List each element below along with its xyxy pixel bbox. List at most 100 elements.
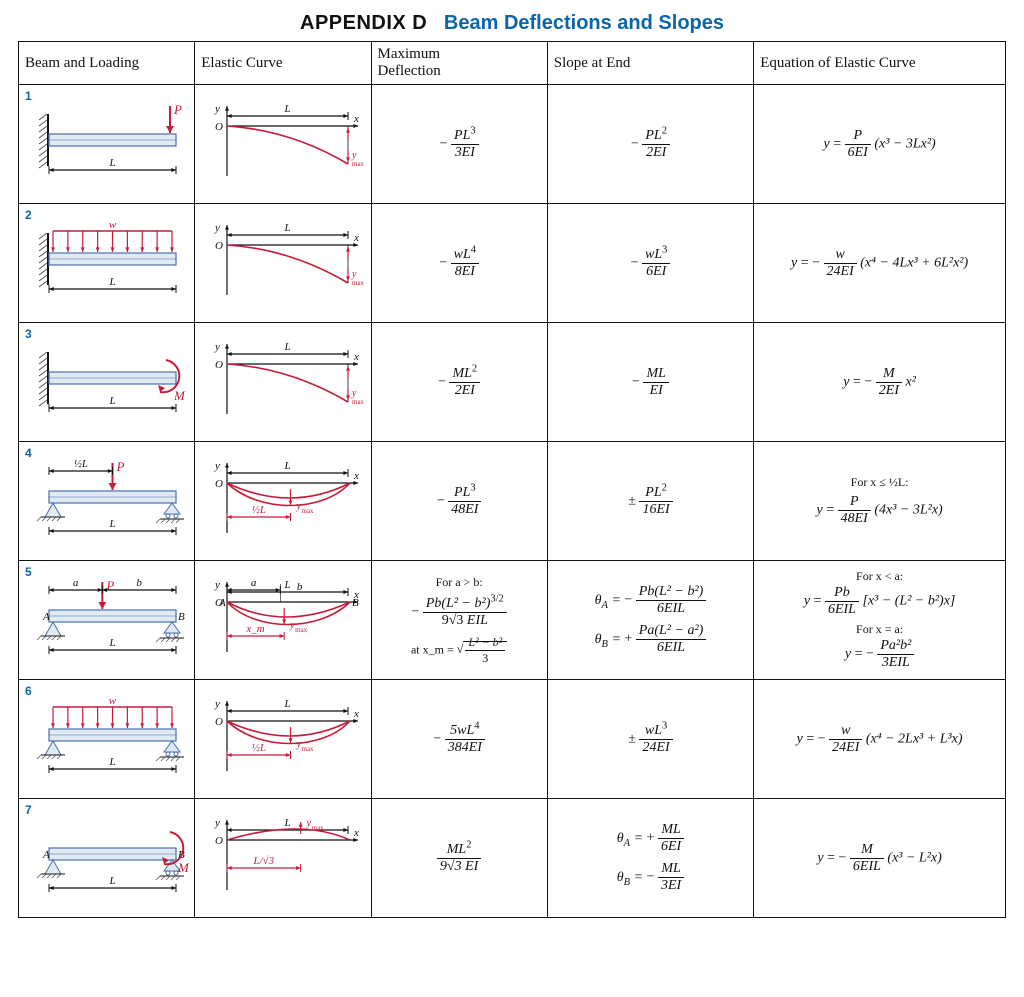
svg-text:b: b [136,577,142,589]
svg-text:O: O [215,121,223,133]
max-deflection: − 5wL4384EI [371,680,547,799]
svg-text:B: B [178,611,185,623]
elastic-curve-diagram: yxOL½Lymax [195,680,371,799]
table-row: 3MLyxOLymax− ML22EI− MLEIy = − M2EI x² [19,323,1006,442]
svg-text:M: M [173,388,186,403]
beam-deflection-table: Beam and Loading Elastic Curve Maximum D… [18,41,1006,918]
svg-text:max: max [312,824,325,832]
elastic-curve-diagram: yxOLymax [195,323,371,442]
page-title: APPENDIX D Beam Deflections and Slopes [18,12,1006,35]
svg-text:L: L [284,579,291,591]
svg-text:P: P [116,459,125,474]
svg-text:x: x [353,232,359,244]
slope-at-end: − MLEI [547,323,753,442]
beam-loading-diagram: 6wL [19,680,195,799]
svg-text:O: O [215,835,223,847]
elastic-curve-diagram: yxOLymax [195,204,371,323]
max-deflection: ML29√3 EI [371,799,547,918]
svg-text:L: L [108,157,115,169]
elastic-equation: y = − w24EI (x⁴ − 4Lx³ + 6L²x²) [754,204,1006,323]
elastic-equation: y = − M6EIL (x³ − L²x) [754,799,1006,918]
beam-loading-diagram: 1PL [19,85,195,204]
svg-text:L: L [284,460,291,472]
svg-text:x: x [353,113,359,125]
svg-text:O: O [215,478,223,490]
elastic-curve-diagram: yxOLL/√3ymax [195,799,371,918]
svg-text:L: L [284,341,291,353]
svg-text:P: P [173,102,182,117]
svg-text:max: max [302,507,315,515]
svg-text:L: L [108,637,115,649]
subject-label: Beam Deflections and Slopes [444,12,724,34]
col-elastic-curve: Elastic Curve [195,42,371,85]
svg-text:max: max [352,398,365,406]
elastic-curve-diagram: yxOL½Lymax [195,442,371,561]
svg-text:b: b [297,581,303,593]
svg-text:y: y [214,817,220,829]
elastic-equation: y = P6EI (x³ − 3Lx²) [754,85,1006,204]
max-deflection: For a > b:− Pb(L² − b²)3/29√3 EILat x_m … [371,561,547,680]
max-deflection: − PL33EI [371,85,547,204]
svg-text:y: y [214,222,220,234]
svg-text:x: x [353,708,359,720]
svg-text:L: L [108,276,115,288]
svg-text:L: L [284,817,291,829]
beam-loading-diagram: 4P½LL [19,442,195,561]
svg-text:y: y [214,341,220,353]
col-equation: Equation of Elastic Curve [754,42,1006,85]
beam-loading-diagram: 2wL [19,204,195,323]
table-row: 5ABPabLyxOLABabx_mymaxFor a > b:− Pb(L² … [19,561,1006,680]
beam-loading-diagram: 3ML [19,323,195,442]
svg-text:L: L [284,222,291,234]
max-deflection: − PL348EI [371,442,547,561]
svg-text:L: L [108,518,115,530]
svg-text:x: x [353,470,359,482]
slope-at-end: − wL36EI [547,204,753,323]
svg-text:a: a [73,577,79,589]
svg-text:max: max [352,160,365,168]
svg-text:y: y [214,460,220,472]
svg-text:L: L [108,875,115,887]
svg-text:M: M [177,860,190,875]
svg-text:O: O [215,359,223,371]
svg-text:½L: ½L [252,742,266,754]
slope-at-end: θA = − Pb(L² − b²)6EILθB = + Pa(L² − a²)… [547,561,753,680]
svg-text:max: max [302,745,315,753]
svg-text:L: L [108,395,115,407]
max-deflection: − ML22EI [371,323,547,442]
slope-at-end: ± PL216EI [547,442,753,561]
elastic-equation: y = − w24EI (x⁴ − 2Lx³ + L³x) [754,680,1006,799]
svg-text:O: O [215,240,223,252]
elastic-equation: For x < a:y = Pb6EIL [x³ − (L² − b²)x]Fo… [754,561,1006,680]
slope-at-end: ± wL324EI [547,680,753,799]
col-slope: Slope at End [547,42,753,85]
slope-at-end: θA = + ML6EIθB = − ML3EI [547,799,753,918]
table-row: 2wLyxOLymax− wL48EI− wL36EIy = − w24EI (… [19,204,1006,323]
elastic-equation: For x ≤ ½L:y = P48EI (4x³ − 3L²x) [754,442,1006,561]
svg-text:A: A [218,597,226,609]
elastic-curve-diagram: yxOLymax [195,85,371,204]
svg-text:A: A [42,611,50,623]
table-row: 1PLyxOLymax− PL33EI− PL22EIy = P6EI (x³ … [19,85,1006,204]
table-header-row: Beam and Loading Elastic Curve Maximum D… [19,42,1006,85]
svg-text:y: y [214,698,220,710]
svg-text:O: O [215,716,223,728]
svg-text:a: a [251,577,257,589]
svg-text:x_m: x_m [246,623,265,635]
beam-loading-diagram: 5ABPabL [19,561,195,680]
svg-text:L/√3: L/√3 [253,855,275,867]
table-row: 6wLyxOL½Lymax− 5wL4384EI± wL324EIy = − w… [19,680,1006,799]
beam-loading-diagram: 7ABML [19,799,195,918]
col-max-deflection: Maximum Deflection [371,42,547,85]
elastic-curve-diagram: yxOLABabx_mymax [195,561,371,680]
svg-text:L: L [108,756,115,768]
svg-text:x: x [353,827,359,839]
elastic-equation: y = − M2EI x² [754,323,1006,442]
max-deflection: − wL48EI [371,204,547,323]
svg-text:L: L [284,698,291,710]
table-row: 7ABMLyxOLL/√3ymaxML29√3 EIθA = + ML6EIθB… [19,799,1006,918]
svg-text:L: L [284,103,291,115]
svg-text:max: max [295,626,308,634]
svg-text:B: B [352,597,359,609]
svg-text:w: w [109,695,117,707]
